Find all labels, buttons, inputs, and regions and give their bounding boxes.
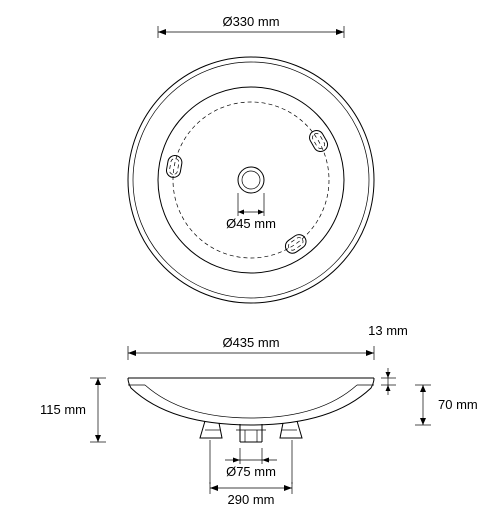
- label-h70: 70 mm: [438, 397, 478, 412]
- outer-rim-circle: [128, 57, 374, 303]
- side-view: [128, 378, 374, 442]
- label-d45: Ø45 mm: [226, 216, 276, 231]
- label-w290: 290 mm: [228, 492, 275, 507]
- arrowhead-icon: [262, 458, 269, 463]
- arrowhead-icon: [95, 378, 101, 385]
- label-d330: Ø330 mm: [222, 14, 279, 29]
- bowl-inner-curve: [145, 385, 357, 418]
- arrowhead-icon: [284, 485, 292, 491]
- clip-2: [165, 154, 183, 178]
- arrowhead-icon: [366, 350, 374, 356]
- arrowhead-icon: [258, 210, 264, 215]
- dim-h115: 115 mm: [40, 378, 106, 442]
- foot-left: [200, 421, 222, 438]
- outer-rim-inner-circle: [133, 62, 369, 298]
- arrowhead-icon: [95, 435, 101, 442]
- label-h115: 115 mm: [40, 402, 86, 417]
- clip-3: [283, 232, 309, 256]
- arrowhead-icon: [420, 385, 426, 392]
- mounting-circle: [173, 102, 329, 258]
- arrowhead-icon: [386, 372, 391, 378]
- drain-stub: [236, 424, 266, 442]
- dim-d45: Ø45 mm: [226, 193, 276, 231]
- dim-d75: Ø75 mm: [225, 448, 277, 479]
- dim-d435: Ø435 mm: [128, 335, 374, 360]
- arrowhead-icon: [210, 485, 218, 491]
- label-h13: 13 mm: [368, 323, 408, 338]
- label-d435: Ø435 mm: [222, 335, 279, 350]
- arrowhead-icon: [233, 458, 240, 463]
- arrowhead-icon: [158, 29, 166, 35]
- inner-ring-circle: [158, 87, 344, 273]
- arrowhead-icon: [420, 418, 426, 425]
- arrowhead-icon: [128, 350, 136, 356]
- arrowhead-icon: [386, 385, 391, 391]
- drain-inner-circle: [242, 171, 260, 189]
- dim-d330: Ø330 mm: [158, 14, 344, 38]
- top-view: [128, 57, 374, 303]
- foot-right: [280, 421, 302, 438]
- label-d75: Ø75 mm: [226, 464, 276, 479]
- arrowhead-icon: [238, 210, 244, 215]
- arrowhead-icon: [336, 29, 344, 35]
- dim-h70: 70 mm: [415, 385, 478, 425]
